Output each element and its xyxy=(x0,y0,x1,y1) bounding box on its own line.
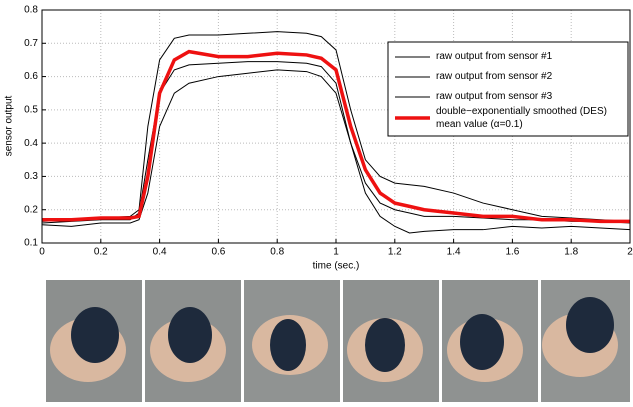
series-line xyxy=(42,49,630,224)
x-tick-label: 0.2 xyxy=(94,247,108,258)
legend-label: raw output from sensor #2 xyxy=(436,71,553,82)
x-tick-label: 0 xyxy=(39,247,45,258)
y-tick-label: 0.3 xyxy=(24,171,38,182)
x-tick-label: 1.8 xyxy=(564,247,578,258)
y-tick-label: 0.6 xyxy=(24,71,38,82)
series-line xyxy=(41,61,631,224)
legend-box xyxy=(387,41,629,137)
y-tick-label: 0.2 xyxy=(24,204,38,215)
legend-label: double−exponentially smoothed (DES) mean… xyxy=(436,106,607,130)
bulbs xyxy=(71,297,614,372)
x-tick-label: 1 xyxy=(333,247,339,258)
x-tick-label: 0.8 xyxy=(270,247,284,258)
y-tick-label: 0.8 xyxy=(24,5,38,16)
y-tick-label: 0.4 xyxy=(24,138,38,149)
x-tick-label: 1.4 xyxy=(447,247,461,258)
y-axis-label: sensor output xyxy=(4,95,15,156)
y-tick-label: 0.1 xyxy=(24,238,38,249)
x-tick-label: 1.6 xyxy=(505,247,519,258)
series-line xyxy=(41,31,631,222)
x-tick-label: 1.2 xyxy=(388,247,402,258)
x-tick-label: 2 xyxy=(627,247,633,258)
plot-frame xyxy=(41,9,631,244)
photos xyxy=(46,280,630,402)
x-axis-label: time (sec.) xyxy=(313,261,360,272)
legend-label: raw output from sensor #3 xyxy=(436,91,553,102)
y-tick-label: 0.5 xyxy=(24,104,38,115)
hands xyxy=(50,313,618,382)
x-tick-label: 0.4 xyxy=(153,247,167,258)
series-line xyxy=(41,69,631,234)
legend-label: raw output from sensor #1 xyxy=(436,51,553,62)
y-tick-label: 0.7 xyxy=(24,38,38,49)
x-tick-label: 0.6 xyxy=(211,247,225,258)
